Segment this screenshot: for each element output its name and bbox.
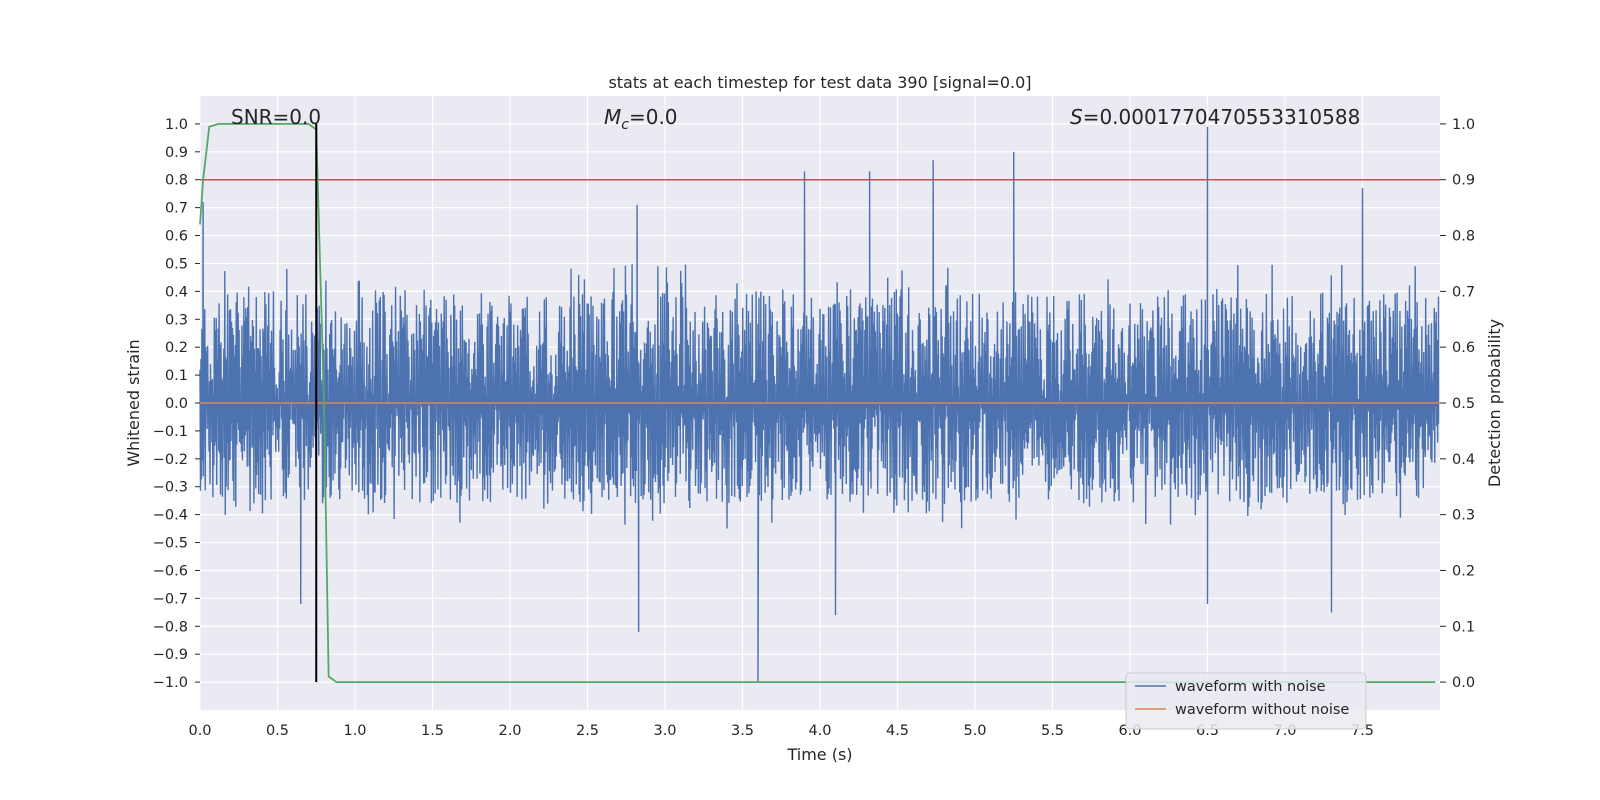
y-tick-label-left: −0.3 [153,480,188,496]
x-tick-label: 0.0 [188,723,211,739]
snr-annotation: SNR=0.0 [231,105,321,129]
y-axis-left-label: Whitened strain [124,339,143,466]
y-tick-label-right: 0.1 [1452,619,1475,635]
y-tick-label-left: −0.2 [153,452,188,468]
s-symbol: S [1070,105,1083,129]
y-axis-right-label: Detection probability [1485,319,1504,487]
legend-box [1125,672,1367,730]
y-tick-label-right: 0.6 [1452,340,1475,356]
y-tick-label-left: −0.6 [153,563,188,579]
y-tick-label-right: 0.0 [1452,675,1475,691]
x-tick-label: 4.0 [808,723,831,739]
y-axis-left-ticks: 1.0 0.9 0.8 0.7 0.6 0.5 0.4 0.3 0.2 0.1 0.0 −0.1 −0.… [153,117,200,691]
x-tick-label: 2.5 [576,723,599,739]
x-tick-label: 5.5 [1041,723,1064,739]
waveform-with-noise-line [199,126,1440,683]
y-tick-label-right: 0.7 [1452,284,1475,300]
x-tick-label: 4.5 [886,723,909,739]
detection-probability-line [199,123,1436,683]
y-tick-label-left: −0.1 [153,424,188,440]
mc-annotation: Mc=0.0 [604,105,678,133]
y-tick-label-left: 0.5 [165,256,188,272]
y-tick-label-right: 0.3 [1452,508,1475,524]
y-tick-label-right: 0.9 [1452,173,1475,189]
y-tick-label-left: 0.7 [165,201,188,217]
y-tick-label-left: 0.9 [165,145,188,161]
y-tick-label-left: 1.0 [165,117,188,133]
mc-value: =0.0 [629,105,678,129]
y-tick-label-left: −0.4 [153,508,188,524]
y-axis-right-ticks: 1.0 0.9 0.8 0.7 0.6 0.5 0.4 0.3 0.2 0.1 0.0 [1440,117,1475,691]
mc-subscript: c [621,117,629,133]
y-tick-label-left: 0.2 [165,340,188,356]
x-tick-label: 1.0 [343,723,366,739]
mc-symbol: M [604,105,621,129]
x-tick-label: 2.0 [498,723,521,739]
x-tick-label: 5.0 [963,723,986,739]
s-annotation: S=0.0001770470553310588 [1070,105,1360,129]
y-tick-label-left: −0.5 [153,536,188,552]
x-tick-label: 3.5 [731,723,754,739]
x-tick-label: 1.5 [421,723,444,739]
y-tick-label-right: 0.8 [1452,229,1475,245]
y-tick-label-left: −0.7 [153,591,188,607]
s-value: =0.0001770470553310588 [1083,105,1361,129]
x-tick-label: 3.0 [653,723,676,739]
y-tick-label-left: −0.9 [153,647,188,663]
chart-title: stats at each timestep for test data 390… [608,73,1031,92]
detection-probability-series [199,123,1436,683]
y-tick-label-left: −1.0 [153,675,188,691]
y-tick-label-right: 0.4 [1452,452,1475,468]
y-tick-label-left: 0.0 [165,396,188,412]
x-tick-label: 0.5 [266,723,289,739]
y-tick-label-left: 0.1 [165,368,188,384]
y-tick-label-left: −0.8 [153,619,188,635]
y-tick-label-left: 0.8 [165,173,188,189]
legend-label-noise: waveform with noise [1175,679,1326,695]
y-tick-label-left: 0.4 [165,284,188,300]
y-tick-label-left: 0.6 [165,229,188,245]
y-tick-label-right: 1.0 [1452,117,1475,133]
waveform-with-noise-series [199,126,1440,683]
legend: waveform with noise waveform without noi… [1125,672,1367,730]
y-tick-label-right: 0.2 [1452,563,1475,579]
y-tick-label-left: 0.3 [165,312,188,328]
legend-label-clean: waveform without noise [1175,702,1349,718]
x-axis-label: Time (s) [786,745,852,764]
y-tick-label-right: 0.5 [1452,396,1475,412]
